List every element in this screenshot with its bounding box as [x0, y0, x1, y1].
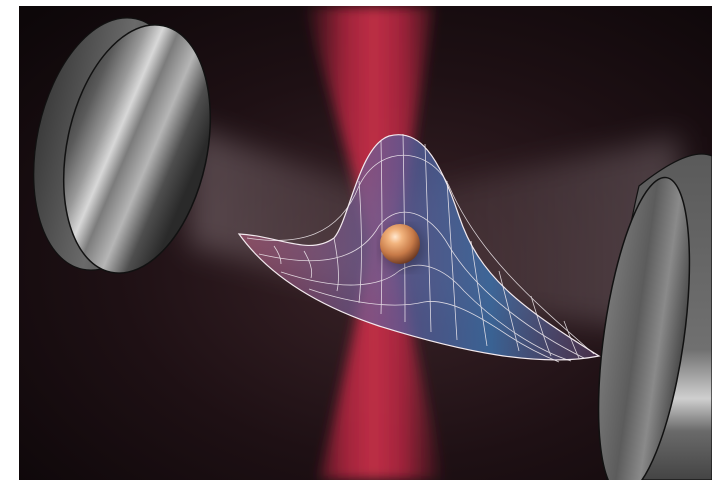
- right-mirror: [597, 153, 712, 480]
- mesh-line: [303, 250, 313, 279]
- atom: [380, 224, 425, 270]
- left-mirror: [33, 17, 212, 274]
- mesh-line: [563, 320, 580, 359]
- mesh-line: [280, 264, 572, 362]
- right-mirror-face: [597, 176, 691, 480]
- illustration-frame: [19, 6, 712, 480]
- mesh-line: [358, 180, 362, 304]
- mesh-line: [424, 143, 432, 333]
- mesh-line: [308, 288, 560, 363]
- mesh-line: [446, 180, 458, 341]
- mesh-line: [273, 245, 282, 265]
- mesh-line: [258, 211, 585, 359]
- mesh-line: [498, 270, 520, 352]
- atom-sphere: [380, 224, 420, 264]
- mesh-line: [470, 240, 488, 347]
- cavity-illustration: [19, 6, 712, 480]
- mesh-line: [333, 237, 339, 292]
- left-mirror-face: [62, 24, 212, 274]
- mesh-line: [530, 295, 552, 357]
- mesh-line: [246, 154, 595, 355]
